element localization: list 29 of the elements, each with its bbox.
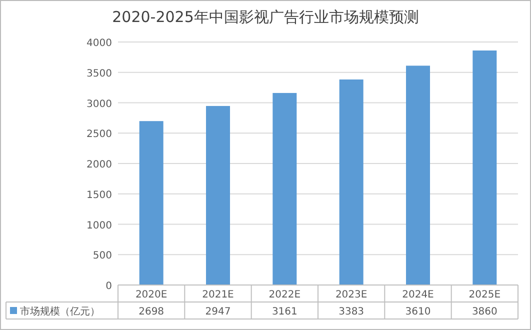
y-tick-label: 3500 xyxy=(86,68,112,80)
data-label: 2947 xyxy=(205,306,231,318)
bar xyxy=(339,79,364,285)
y-tick-label: 4000 xyxy=(86,38,112,49)
data-label: 3383 xyxy=(338,306,364,318)
y-tick-label: 2000 xyxy=(86,160,112,170)
x-tick-label: 2020E xyxy=(135,290,168,300)
x-tick-label: 2023E xyxy=(335,290,368,300)
bar xyxy=(272,92,297,285)
bar xyxy=(206,106,230,285)
y-tick-label: 0 xyxy=(106,281,112,292)
data-label: 3161 xyxy=(272,306,298,318)
y-tick-label: 3000 xyxy=(86,98,112,110)
data-label: 3860 xyxy=(472,306,498,318)
data-label: 3610 xyxy=(405,306,431,318)
x-tick-label: 2025E xyxy=(468,290,501,300)
x-tick-label: 2021E xyxy=(202,290,234,300)
y-tick-label: 2500 xyxy=(86,129,112,140)
bar xyxy=(139,121,164,285)
y-tick-label: 500 xyxy=(92,250,112,262)
bar xyxy=(472,50,497,285)
y-tick-label: 1000 xyxy=(86,220,112,232)
bar xyxy=(406,66,430,285)
x-tick-label: 2024E xyxy=(402,290,434,300)
data-label: 2698 xyxy=(138,306,164,318)
legend-label: 市场规模（亿元） xyxy=(20,306,100,318)
y-tick-label: 1500 xyxy=(86,190,112,201)
x-tick-label: 2022E xyxy=(268,290,301,300)
chart-title: 2020-2025年中国影视广告行业市场规模预测 xyxy=(112,8,419,26)
